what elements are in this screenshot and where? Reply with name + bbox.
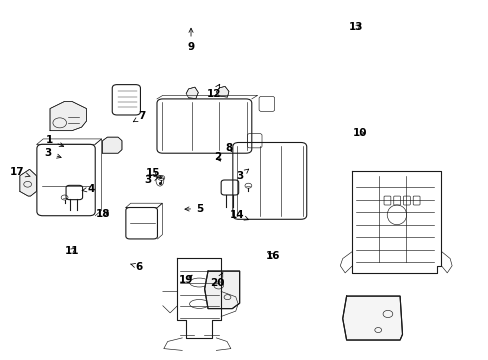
- Text: 15: 15: [145, 168, 160, 178]
- Polygon shape: [20, 169, 36, 196]
- Text: 8: 8: [225, 143, 232, 153]
- Text: 3: 3: [44, 148, 61, 158]
- Text: 9: 9: [187, 28, 194, 52]
- Polygon shape: [102, 137, 122, 153]
- Text: 11: 11: [64, 246, 79, 256]
- Text: 7: 7: [133, 111, 146, 122]
- Polygon shape: [186, 87, 198, 99]
- Text: 3: 3: [236, 169, 248, 181]
- Text: 12: 12: [206, 84, 221, 99]
- Text: 14: 14: [229, 210, 248, 220]
- Polygon shape: [50, 102, 86, 131]
- Polygon shape: [342, 296, 402, 340]
- Text: 6: 6: [130, 262, 143, 272]
- Text: 18: 18: [96, 209, 110, 219]
- Text: 4: 4: [82, 184, 95, 194]
- Text: 5: 5: [184, 203, 203, 213]
- Text: 10: 10: [352, 128, 366, 138]
- Text: 13: 13: [348, 22, 363, 32]
- Text: 1: 1: [45, 135, 63, 147]
- Text: 2: 2: [214, 153, 221, 162]
- Text: 17: 17: [10, 167, 30, 177]
- Polygon shape: [204, 271, 239, 309]
- Text: 3: 3: [144, 175, 158, 185]
- Polygon shape: [216, 86, 228, 97]
- Text: 20: 20: [210, 273, 224, 288]
- Text: 19: 19: [179, 275, 193, 285]
- Text: 16: 16: [265, 251, 279, 261]
